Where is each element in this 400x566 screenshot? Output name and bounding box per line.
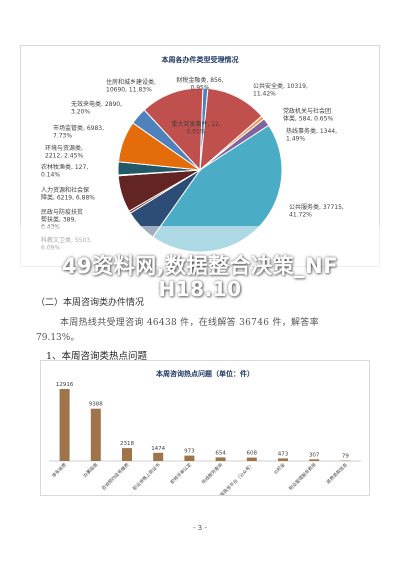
- bar-value-label-6: 608: [247, 451, 258, 457]
- bar-value-label-4: 973: [184, 449, 195, 455]
- pie-label-13: 住房和城乡建设类, 10690, 11.83%: [106, 78, 156, 94]
- bar-8: [309, 459, 320, 461]
- bar-6: [246, 457, 257, 461]
- bar-value-label-2: 2318: [120, 441, 134, 447]
- pie-label-11: 市场监管类, 6983, 7.73%: [53, 124, 104, 140]
- watermark-banner: [0, 226, 400, 296]
- bar-category-label-9: 退费退款信息: [325, 461, 349, 485]
- bar-4: [184, 455, 195, 461]
- bar-value-label-3: 1474: [151, 446, 165, 452]
- bar-category-label-1: 办事指南: [82, 461, 100, 479]
- pie-label-3: 党政机关与社会团体类, 584, 0.65%: [283, 107, 333, 123]
- watermark-text-line1: 49资料网,数据整合决策_NF: [61, 254, 339, 278]
- bar-value-label-1: 9388: [89, 402, 103, 408]
- bar-7: [278, 458, 288, 461]
- bar-0: [59, 389, 70, 461]
- bar-value-label-0: 12916: [56, 382, 74, 388]
- bar-1: [90, 408, 101, 461]
- bar-category-label-8: 物业管理服务费用: [287, 461, 317, 491]
- pie-chart-card: 本周各办件类型受理情况 财税金融类, 856, 0.95% 公共安全类, 10319…: [20, 45, 380, 267]
- bar-5: [215, 457, 226, 461]
- bar-chart: 12916 停车收费 9388 办事指南 2318 咨询预约挂号缴费 1474 职业资格上岗证…: [49, 382, 361, 501]
- bar-category-label-4: 职称评审认定: [169, 461, 193, 485]
- bar-category-label-5: 热线服务查询: [200, 461, 224, 485]
- bar-value-label-8: 307: [309, 452, 320, 458]
- pie-label-1: 公共安全类, 10319, 11.42%: [253, 82, 308, 98]
- subheading: 1、本周咨询类热点问题: [46, 351, 148, 362]
- pie-label-9: 农林牧渔类, 127, 0.14%: [41, 163, 88, 179]
- pie-chart-title: 本周各办件类型受理情况: [161, 56, 239, 64]
- bar-category-label-2: 咨询预约挂号缴费: [100, 461, 131, 492]
- bar-3: [153, 452, 164, 461]
- bar-chart-title: 本周咨询热点问题（单位：件）: [156, 370, 254, 378]
- bar-value-label-7: 473: [278, 451, 289, 457]
- pie-label-10: 环境与资源类, 2212, 2.45%: [45, 144, 83, 160]
- watermark-text-line2: H18.10: [158, 277, 242, 301]
- bar-value-label-9: 79: [342, 454, 349, 460]
- section-heading: （二）本周咨询类办件情况: [36, 298, 145, 308]
- bar-category-label-3: 职业资格上岗证书: [131, 461, 162, 492]
- paragraph-line-2: 79.13%。: [36, 333, 80, 343]
- pie-label-8: 人力资源和社会保障类, 6219, 6.88%: [41, 186, 95, 202]
- pie-label-12: 无效来电类, 2890, 3.20%: [71, 100, 122, 116]
- pie-slice-1: [199, 87, 263, 172]
- pie-label-0: 财税金融类, 856, 0.95%: [176, 76, 223, 92]
- bar-value-label-5: 654: [215, 450, 226, 456]
- pie-label-4: 热线事务类, 1344, 1.49%: [286, 127, 337, 143]
- bar-2: [122, 448, 132, 461]
- bar-category-label-7: 公积金: [272, 461, 287, 476]
- bar-chart-card: 本周咨询热点问题（单位：件） 12916 停车收费 9388 办事指南 2318 咨询预约…: [40, 360, 370, 501]
- paragraph-line-1: 本周热线共受理咨询 46438 件，在线解答 36746 件，解答率: [60, 318, 319, 328]
- pie-label-2: 重大突发事件, 12, 0.01%: [171, 120, 220, 136]
- pie-slice-13: [143, 87, 204, 172]
- bar-category-label-0: 停车收费: [50, 461, 68, 479]
- pie-label-5: 公共服务类, 37715, 41.72%: [289, 203, 344, 219]
- page-number: - 3 -: [193, 524, 207, 532]
